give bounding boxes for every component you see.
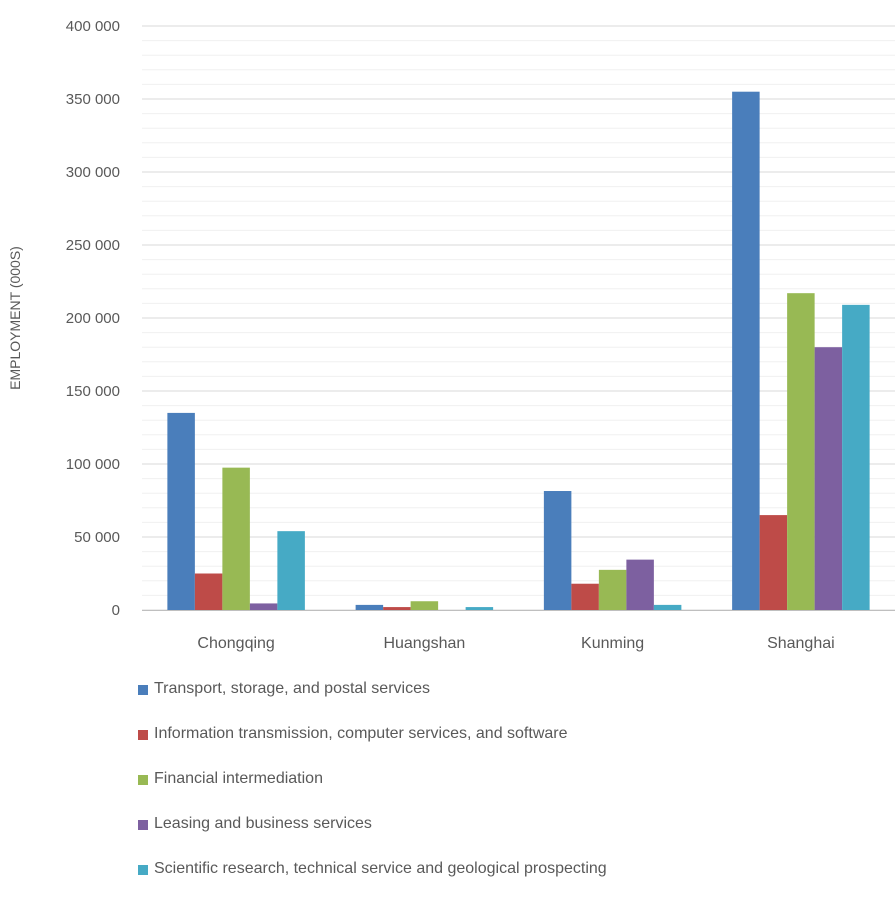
legend-item: Leasing and business services xyxy=(138,815,607,860)
bar xyxy=(277,531,305,610)
bar xyxy=(787,293,815,610)
legend-swatch xyxy=(138,685,148,695)
y-tick-label: 350 000 xyxy=(66,91,120,108)
bar xyxy=(732,91,760,610)
y-axis-title: EMPLOYMENT (000S) xyxy=(7,246,23,390)
legend-swatch xyxy=(138,865,148,875)
legend-item: Financial intermediation xyxy=(138,770,607,815)
bar xyxy=(571,583,599,610)
y-tick-label: 250 000 xyxy=(66,237,120,254)
bar xyxy=(814,347,843,610)
gridlines xyxy=(142,25,895,611)
legend-item: Transport, storage, and postal services xyxy=(138,680,607,725)
axes: 0 50 000 100 000 150 000 200 000 250 000 300 0… xyxy=(66,18,895,652)
bar xyxy=(842,304,870,610)
legend-label: Scientific research, technical service a… xyxy=(154,860,607,877)
y-tick-label: 200 000 xyxy=(66,310,120,327)
y-tick-label: 150 000 xyxy=(66,383,120,400)
bar xyxy=(653,604,682,610)
bars xyxy=(167,91,870,610)
bar xyxy=(626,559,654,610)
bar xyxy=(598,569,627,610)
legend: Transport, storage, and postal services I… xyxy=(138,680,607,905)
x-tick-label: Shanghai xyxy=(767,635,835,652)
x-tick-label: Huangshan xyxy=(383,635,465,652)
bar xyxy=(410,601,439,610)
legend-swatch xyxy=(138,775,148,785)
bar xyxy=(383,607,411,610)
y-tick-label: 400 000 xyxy=(66,18,120,35)
x-tick-label: Kunming xyxy=(581,635,644,652)
bar xyxy=(194,573,223,610)
bar xyxy=(222,467,250,610)
y-tick-label: 300 000 xyxy=(66,164,120,181)
bar xyxy=(543,491,572,610)
legend-label: Financial intermediation xyxy=(154,770,323,787)
bar xyxy=(355,604,384,610)
y-tick-label: 50 000 xyxy=(74,529,120,546)
legend-item: Scientific research, technical service a… xyxy=(138,860,607,905)
y-tick-label: 0 xyxy=(112,602,120,619)
bar-chart: 0 50 000 100 000 150 000 200 000 250 000 300 0… xyxy=(7,18,895,652)
legend-item: Information transmission, computer servi… xyxy=(138,725,607,770)
legend-label: Transport, storage, and postal services xyxy=(154,680,430,697)
legend-swatch xyxy=(138,820,148,830)
x-tick-label: Chongqing xyxy=(197,635,274,652)
y-tick-label: 100 000 xyxy=(66,456,120,473)
bar xyxy=(167,412,195,610)
legend-swatch xyxy=(138,730,148,740)
bar xyxy=(759,515,788,610)
legend-label: Information transmission, computer servi… xyxy=(154,725,568,742)
bar xyxy=(465,607,494,610)
bar xyxy=(249,603,278,610)
legend-label: Leasing and business services xyxy=(154,815,372,832)
